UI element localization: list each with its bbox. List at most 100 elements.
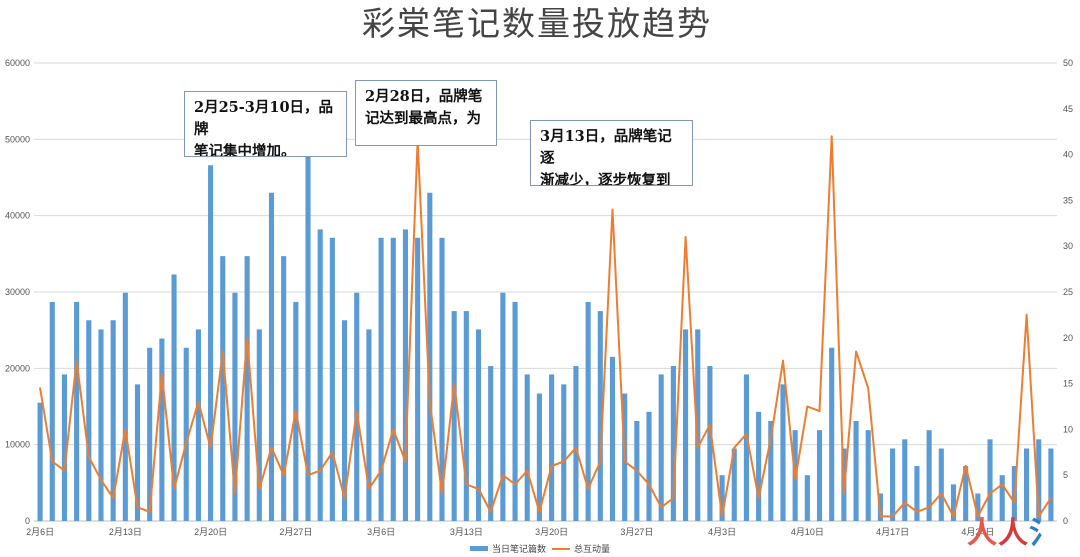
- annotation-1-line-2: 笔记集中增加。: [194, 143, 296, 157]
- bar: [415, 237, 421, 521]
- line-point: [221, 350, 224, 353]
- x-axis: 2月6日 2月13日 2月20日 2月27日 3月6日 3月13日 3月20日 3月27日 4月…: [26, 527, 994, 537]
- line-point: [100, 478, 102, 481]
- left-tick-label: 40000: [5, 211, 30, 221]
- line-point: [404, 460, 407, 463]
- bar: [768, 421, 774, 521]
- bar: [317, 229, 323, 521]
- bar: [670, 366, 676, 521]
- line-point: [319, 469, 322, 472]
- bar: [74, 301, 80, 521]
- line-point: [246, 336, 249, 339]
- line-point: [87, 455, 90, 458]
- bar: [890, 448, 896, 521]
- line-point: [587, 488, 590, 490]
- line-point: [538, 510, 541, 513]
- line-point: [855, 350, 857, 353]
- line-point: [964, 465, 967, 467]
- bar: [1023, 448, 1030, 521]
- line-series: [39, 135, 1052, 518]
- bar: [281, 256, 287, 521]
- right-tick-label: 25: [1063, 287, 1073, 297]
- bar: [86, 320, 92, 521]
- line-point: [1050, 497, 1052, 499]
- bar: [561, 384, 567, 521]
- bar: [488, 366, 494, 521]
- x-tick-label: 4月17日: [876, 527, 909, 537]
- bar: [926, 430, 932, 521]
- line-point: [307, 474, 309, 477]
- bar: [987, 439, 993, 521]
- line-point: [501, 474, 504, 477]
- line-point: [696, 446, 699, 449]
- bar: [853, 421, 859, 521]
- bar-series: [37, 156, 1054, 522]
- x-tick-label: 2月13日: [109, 527, 142, 537]
- line-point: [75, 359, 78, 362]
- x-tick-label: 4月10日: [791, 527, 824, 537]
- line-point: [148, 510, 151, 513]
- line-point: [380, 469, 382, 472]
- line-point: [489, 510, 492, 513]
- bar: [524, 374, 530, 521]
- x-tick-label: 3月27日: [620, 527, 653, 537]
- line-point: [270, 446, 273, 449]
- line-point: [1037, 515, 1040, 518]
- bar: [354, 292, 360, 521]
- right-tick-label: 10: [1063, 424, 1073, 434]
- bar: [695, 329, 701, 521]
- bar: [549, 374, 555, 521]
- bar: [427, 192, 433, 521]
- annotation-3-line-1: 3月13日，品牌笔记逐: [540, 128, 672, 167]
- bar: [804, 475, 810, 521]
- bar: [585, 301, 591, 521]
- annotation-box-1: 2月25-3月10日，品牌 笔记集中增加。: [184, 91, 347, 157]
- line-point: [745, 433, 748, 435]
- line-point: [611, 208, 614, 211]
- line-point: [648, 483, 650, 486]
- bar: [829, 347, 835, 521]
- bar: [1036, 439, 1042, 521]
- line-point: [1025, 314, 1028, 316]
- right-tick-label: 50: [1063, 58, 1073, 68]
- line-point: [39, 387, 41, 390]
- right-axis: 0 5 10 15 20 25 30 35 40 45 50: [1063, 58, 1073, 526]
- line-point: [672, 497, 675, 499]
- annotation-box-3: 3月13日，品牌笔记逐 渐减少，逐步恢复到: [530, 120, 693, 186]
- bar: [950, 484, 957, 521]
- line-point: [733, 446, 736, 449]
- bar: [658, 374, 664, 521]
- bar: [195, 329, 201, 521]
- line-point: [209, 446, 212, 449]
- line-point: [1013, 501, 1016, 504]
- bar: [329, 237, 335, 521]
- bar: [500, 292, 506, 521]
- left-axis: 0 10000 20000 30000 40000 50000 60000: [5, 58, 30, 526]
- bar: [902, 439, 908, 521]
- bar: [147, 347, 153, 521]
- bar: [134, 384, 141, 521]
- bar: [780, 384, 786, 521]
- bar: [208, 165, 214, 521]
- line-point: [684, 236, 687, 238]
- line-point: [514, 483, 516, 486]
- left-tick-label: 20000: [5, 363, 30, 373]
- bar: [573, 366, 579, 521]
- x-tick-label: 2月20日: [194, 527, 227, 537]
- bar: [378, 237, 384, 521]
- right-tick-label: 35: [1063, 195, 1073, 205]
- bar: [609, 356, 616, 521]
- bar: [37, 402, 43, 521]
- line-point: [721, 515, 723, 518]
- line-point: [903, 501, 906, 504]
- line-point: [197, 401, 200, 403]
- line-point: [550, 465, 553, 467]
- line-point: [635, 469, 638, 472]
- right-tick-label: 45: [1063, 104, 1073, 114]
- bar: [743, 374, 750, 521]
- bar: [244, 256, 250, 521]
- line-point: [112, 497, 115, 499]
- line-point: [453, 382, 456, 385]
- line-point: [173, 488, 175, 490]
